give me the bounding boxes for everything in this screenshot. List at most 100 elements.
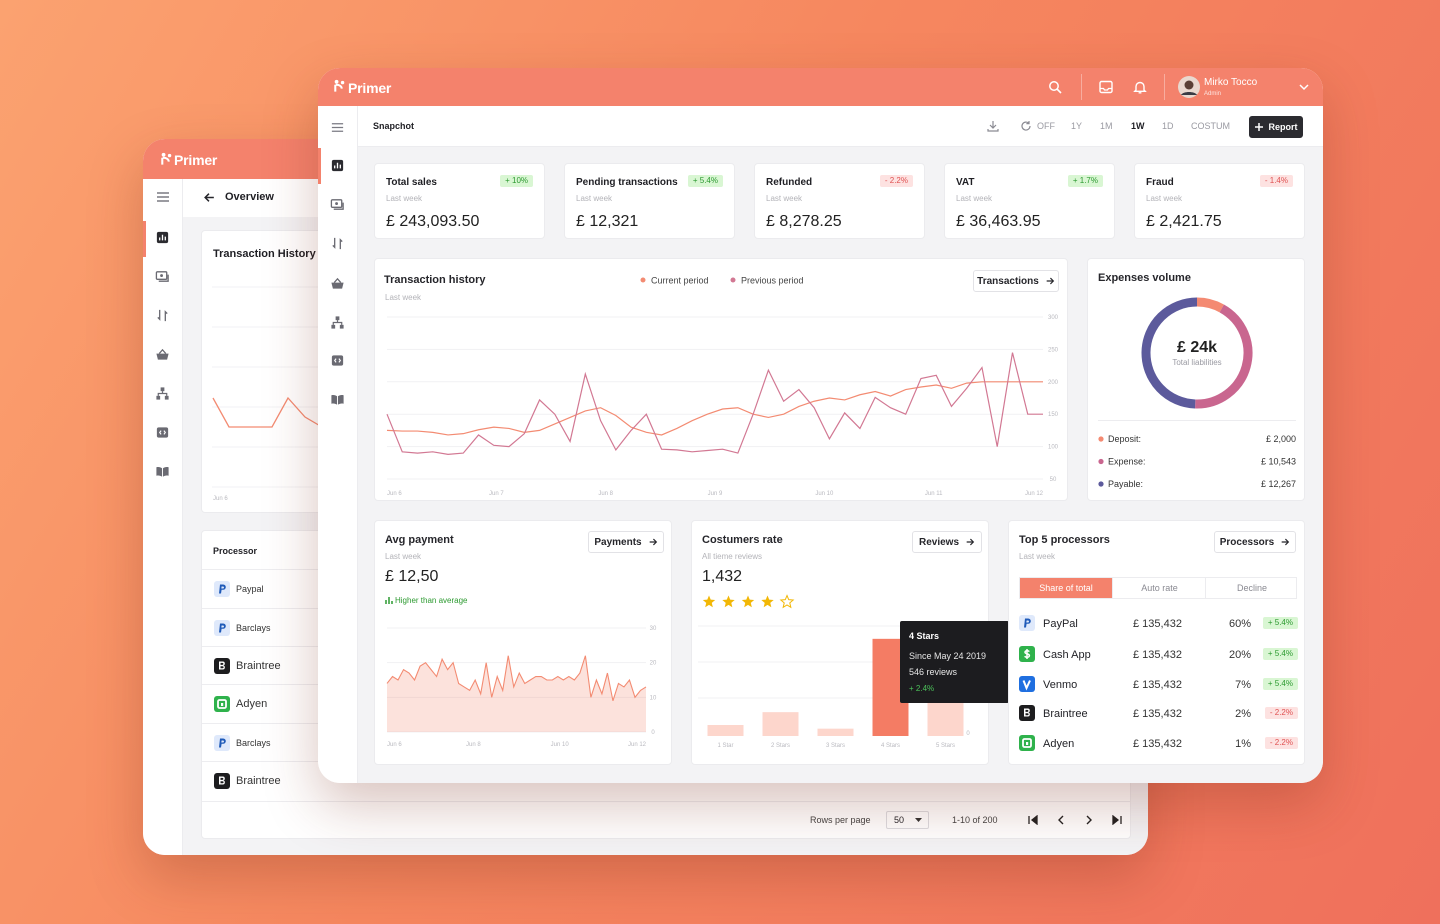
rows-per-page: 50 [894,815,905,825]
legend-dot [730,277,736,283]
divider [1098,420,1296,421]
series-line [386,381,1043,436]
y-tick-label: 50 [1050,477,1057,483]
use [1019,735,1035,751]
card: 0 1 Star 2 Stars 3 Stars 4 Stars 5 Stars Cost… [691,520,1009,765]
side [143,179,183,855]
refresh [1021,121,1031,131]
tabs[interactable]: Decline [1205,578,1298,598]
y-tick-label: 200 [1048,380,1059,386]
ico [1019,646,1035,662]
card: Total sales + 10% Last week £ 243,093.50 [374,163,545,239]
y-tick-label: 100 [1048,445,1059,451]
rows: + 5.4% [1262,648,1298,660]
prev-page[interactable] [1056,815,1066,825]
period: Last week [766,194,803,203]
periods[interactable]: 1M [1100,121,1113,131]
path [1058,815,1064,825]
ico [1019,615,1035,631]
ico [155,464,170,479]
notifications[interactable] [1133,80,1147,94]
tabs[interactable]: Auto rate [1112,578,1206,598]
transactions-button[interactable]: Transactions [973,270,1059,292]
side [318,106,358,783]
action: Processors [1219,536,1275,548]
rows: 7% [1235,679,1251,691]
download[interactable] [987,120,999,132]
tabs[interactable]: Share of total [1020,578,1112,598]
ico [915,818,922,822]
rows: 60% [1228,618,1251,630]
search[interactable] [1048,80,1062,94]
expenses-chart: Deposit: £ 2,000 Expense: £ 10,543 Payable: £… [1098,297,1296,489]
abs [1164,74,1165,100]
payments-button[interactable]: Payments [588,531,664,553]
rows: - 2.2% [1264,737,1298,749]
period: Last week [956,194,993,203]
next-page[interactable] [1084,815,1094,825]
ico [155,189,171,205]
bar [762,712,799,736]
card: Pending transactions + 5.4% Last week £ … [564,163,735,239]
use [156,272,168,281]
card: Deposit: £ 2,000 Expense: £ 10,543 Payable: £… [1087,258,1305,501]
periods[interactable]: 1W [1131,121,1145,131]
prow: Cash App £ 135,432 20% + 5.4% [1009,646,1306,666]
rating-star [761,595,774,608]
ico [155,347,170,362]
periods[interactable]: 1Y [1071,121,1083,131]
back-button[interactable] [203,191,216,204]
use [214,581,230,597]
value: £ 12,50 [385,568,439,585]
card: Refunded - 2.2% Last week £ 8,278.25 [754,163,925,239]
ico [330,353,345,368]
path [1112,815,1122,825]
first-page[interactable] [1028,815,1038,825]
card: Fraud - 1.4% Last week £ 2,421.75 [1134,163,1305,239]
prow: Braintree £ 135,432 2% - 2.2% [1009,705,1306,725]
ico [334,79,346,93]
x-tick-label: Jun 10 [551,742,570,748]
rows-select[interactable]: 50 [886,811,929,829]
rows: Venmo [1043,679,1078,691]
path [1028,815,1038,825]
value: 1,432 [702,568,743,585]
action: Reviews [918,536,960,548]
path [1254,123,1263,131]
brand: Primer [174,152,218,168]
action: Report [1268,122,1298,132]
value: £ 8,278.25 [766,213,842,230]
ico [155,308,170,323]
path [1299,84,1309,91]
processors-button[interactable]: Processors [1214,531,1296,553]
prow: Adyen £ 135,432 1% - 2.2% [1009,735,1306,755]
use [214,696,230,712]
use [158,310,167,321]
reviews-button[interactable]: Reviews [912,531,982,553]
periods[interactable]: COSTUM [1191,121,1230,131]
area-line [386,655,647,701]
ico [1019,735,1035,751]
rows: £ 135,432 [1133,708,1182,720]
rating-star [722,595,735,608]
prow: Venmo £ 135,432 7% + 5.4% [1009,676,1306,696]
breadcrumb: Overview [225,191,274,203]
y-tick-label: 300 [1048,315,1059,321]
rows: + 5.4% [1262,678,1298,690]
x-tick-label: Jun 8 [598,491,613,497]
user-menu[interactable] [1299,84,1309,91]
periods[interactable]: OFF [1037,121,1055,131]
last-page[interactable] [1112,815,1122,825]
report-button[interactable]: Report [1249,116,1303,138]
x-tick-label: Jun 10 [815,491,834,497]
ico [330,236,345,251]
range: 1-10 of 200 [952,815,998,825]
periods[interactable]: 1D [1162,121,1174,131]
ico [330,158,345,173]
x-tick-label: Jun 9 [708,491,723,497]
path [1086,815,1092,825]
area-fill [387,655,646,732]
inbox[interactable] [1099,80,1113,94]
use [1019,676,1035,692]
rating-star [702,595,716,608]
